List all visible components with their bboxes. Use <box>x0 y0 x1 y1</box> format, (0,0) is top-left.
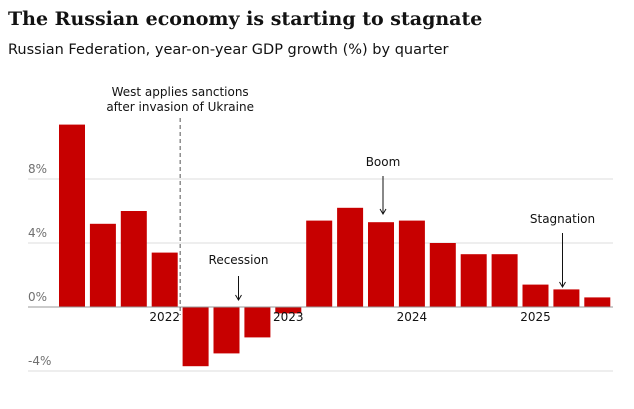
y-tick-label: 4% <box>28 226 47 240</box>
annotation: Recession <box>209 253 269 267</box>
chart-subtitle: Russian Federation, year-on-year GDP gro… <box>8 42 449 58</box>
arrow-head <box>379 208 387 215</box>
annotation: Boom <box>366 155 401 169</box>
chart-title: The Russian economy is starting to stagn… <box>8 8 482 30</box>
bar <box>491 254 518 307</box>
x-tick-label: 2025 <box>520 310 551 324</box>
y-tick-label: -4% <box>28 354 51 368</box>
bar <box>368 222 394 307</box>
bar <box>89 223 116 307</box>
bar <box>151 252 178 307</box>
x-tick-label: 2024 <box>397 310 428 324</box>
bar <box>584 297 611 307</box>
bar <box>398 220 425 307</box>
bar <box>275 307 302 314</box>
bar <box>553 289 580 307</box>
x-tick-label: 2023 <box>273 310 304 324</box>
bar <box>429 243 456 307</box>
bar <box>182 307 209 367</box>
annotation: West applies sanctions <box>112 85 249 99</box>
annotation: after invasion of Ukraine <box>106 100 254 114</box>
bar <box>460 254 487 307</box>
bar <box>522 284 549 307</box>
bar <box>337 207 364 307</box>
y-tick-label: 8% <box>28 162 47 176</box>
bar <box>120 211 147 307</box>
bar <box>306 220 333 307</box>
y-tick-label: 0% <box>28 290 47 304</box>
bar <box>244 307 271 338</box>
annotation: Stagnation <box>530 212 595 226</box>
bar <box>59 124 85 307</box>
arrow-head <box>559 281 566 288</box>
bar <box>213 307 240 354</box>
arrow-head <box>235 294 242 301</box>
x-tick-label: 2022 <box>149 310 180 324</box>
